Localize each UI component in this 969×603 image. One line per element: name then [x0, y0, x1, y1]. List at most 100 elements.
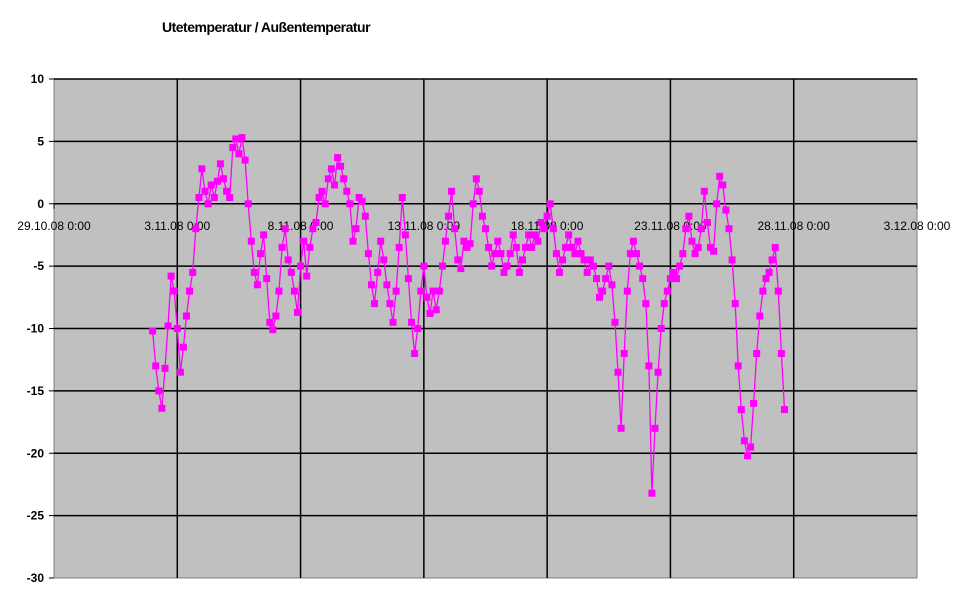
data-point — [556, 268, 563, 276]
data-point — [694, 243, 702, 251]
y-tick-label: 0 — [37, 197, 44, 211]
data-point — [719, 181, 727, 189]
series-group — [149, 134, 788, 497]
data-point — [648, 489, 656, 497]
data-point — [309, 225, 317, 233]
data-point — [460, 237, 468, 245]
data-point — [519, 256, 526, 264]
data-point — [411, 350, 419, 357]
data-point — [645, 362, 653, 370]
data-point — [272, 312, 280, 320]
y-tick-label: -25 — [27, 509, 45, 523]
data-point — [297, 262, 305, 270]
data-point — [593, 275, 600, 283]
data-point — [266, 318, 274, 326]
data-point — [765, 268, 773, 276]
data-point — [700, 187, 708, 195]
data-point — [626, 250, 634, 258]
data-point — [278, 243, 286, 251]
data-point — [660, 300, 668, 308]
data-point — [179, 343, 187, 351]
data-point — [346, 200, 354, 208]
data-point — [688, 237, 696, 245]
data-point — [747, 443, 755, 451]
data-point — [429, 287, 437, 295]
data-point — [340, 175, 348, 183]
data-point — [324, 175, 332, 183]
data-point — [281, 225, 289, 233]
data-point — [463, 243, 471, 251]
data-point — [426, 310, 434, 317]
data-point — [349, 237, 357, 245]
data-point — [562, 243, 570, 251]
x-tick-label: 8.11.08 0:00 — [268, 219, 334, 233]
data-point — [540, 225, 548, 233]
data-point — [454, 256, 462, 264]
data-point — [423, 293, 431, 301]
data-point — [633, 250, 640, 258]
data-point — [534, 237, 542, 245]
data-point — [247, 237, 255, 245]
data-point — [170, 287, 178, 295]
data-point — [327, 165, 335, 173]
y-tick-label: -10 — [27, 322, 45, 336]
data-point — [241, 156, 249, 164]
data-point — [312, 219, 320, 226]
data-point — [654, 368, 662, 376]
data-point — [737, 406, 745, 414]
data-point — [707, 243, 714, 251]
data-point — [321, 200, 329, 208]
data-point — [395, 243, 403, 251]
y-tick-label: -5 — [33, 259, 44, 273]
data-point — [771, 243, 779, 251]
data-point — [781, 406, 788, 414]
data-point — [549, 225, 557, 233]
data-point — [537, 219, 545, 226]
data-point — [512, 243, 520, 251]
data-point — [287, 268, 295, 276]
data-point — [509, 231, 517, 239]
data-point — [722, 206, 730, 214]
data-point — [657, 325, 665, 332]
data-point — [568, 243, 576, 251]
data-point — [220, 175, 227, 183]
data-point — [260, 231, 268, 239]
x-tick-label: 23.11.08 0:00 — [634, 219, 707, 233]
data-point — [210, 194, 218, 201]
data-point — [201, 187, 209, 195]
data-point — [744, 452, 751, 460]
data-point — [368, 281, 375, 289]
data-point — [515, 268, 523, 276]
data-point — [457, 265, 465, 273]
data-point — [358, 197, 366, 205]
data-point — [173, 325, 181, 332]
data-point — [451, 225, 459, 233]
data-point — [306, 243, 314, 251]
data-point — [386, 300, 394, 308]
data-point — [478, 212, 486, 220]
data-point — [503, 262, 511, 270]
data-point — [315, 194, 323, 201]
data-point — [371, 300, 378, 308]
data-point — [731, 300, 739, 308]
x-tick-label: 29.10.08 0:00 — [17, 219, 91, 233]
data-point — [408, 318, 415, 326]
data-point — [374, 268, 382, 276]
data-point — [244, 200, 252, 208]
data-point — [466, 240, 474, 248]
data-point — [404, 275, 412, 283]
data-point — [343, 187, 351, 195]
data-point — [235, 150, 243, 158]
data-point — [728, 256, 736, 264]
data-point — [500, 268, 508, 276]
data-point — [608, 281, 616, 289]
x-tick-label: 28.11.08 0:00 — [757, 219, 830, 233]
data-point — [355, 194, 363, 201]
data-point — [149, 327, 157, 335]
y-tick-label: -15 — [27, 384, 45, 398]
data-point — [586, 256, 594, 264]
data-point — [762, 275, 770, 283]
data-point — [389, 318, 397, 326]
data-point — [475, 187, 483, 195]
y-tick-label: 10 — [31, 72, 45, 86]
